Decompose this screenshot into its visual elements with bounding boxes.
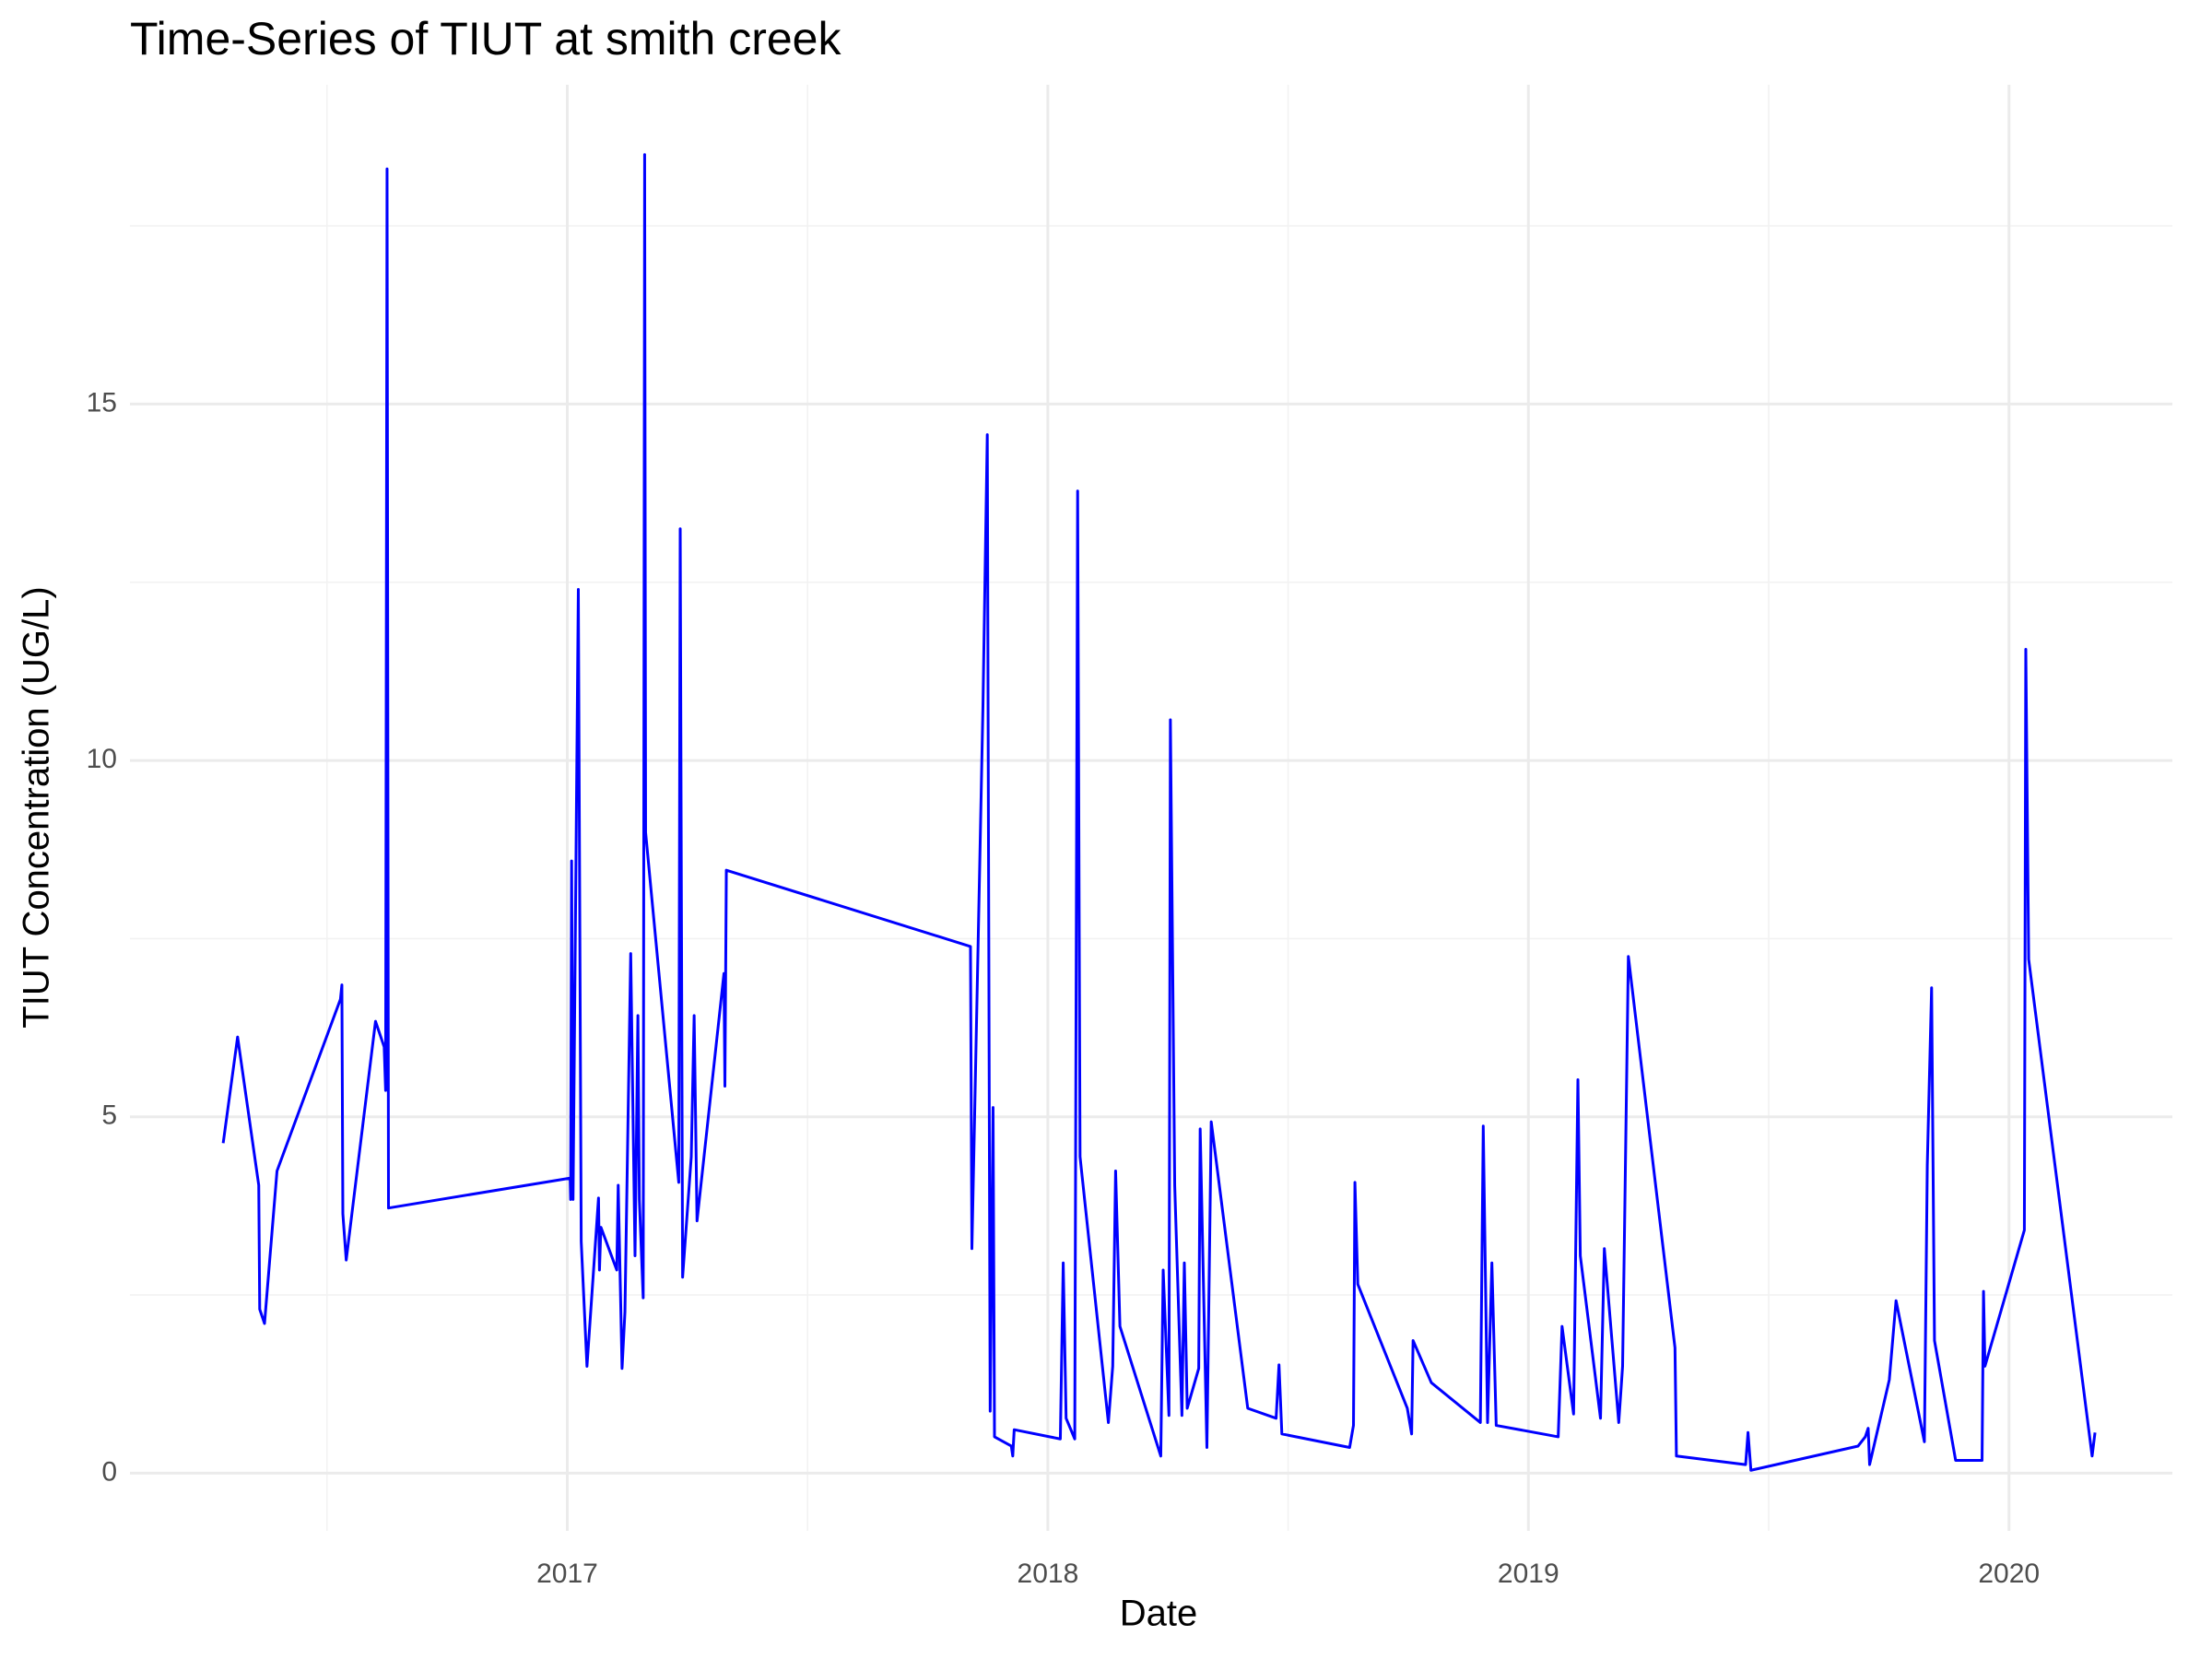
x-tick-label: 2017: [536, 1559, 598, 1589]
x-tick-label: 2018: [1018, 1559, 1079, 1589]
y-tick-label: 5: [101, 1100, 117, 1131]
x-tick-label: 2020: [1978, 1559, 2040, 1589]
y-tick-label: 15: [87, 387, 117, 418]
x-axis-title: Date: [1120, 1594, 1198, 1634]
data-line: [221, 153, 2097, 1472]
y-tick-label: 10: [87, 744, 117, 774]
y-axis-title: TIUT Concentration (UG/L): [17, 586, 57, 1028]
grid: [130, 85, 2172, 1531]
chart-title: Time-Series of TIUT at smith creek: [130, 13, 841, 65]
x-tick-label: 2019: [1498, 1559, 1559, 1589]
y-tick-label: 0: [101, 1456, 117, 1487]
plot-area: [221, 153, 2097, 1472]
